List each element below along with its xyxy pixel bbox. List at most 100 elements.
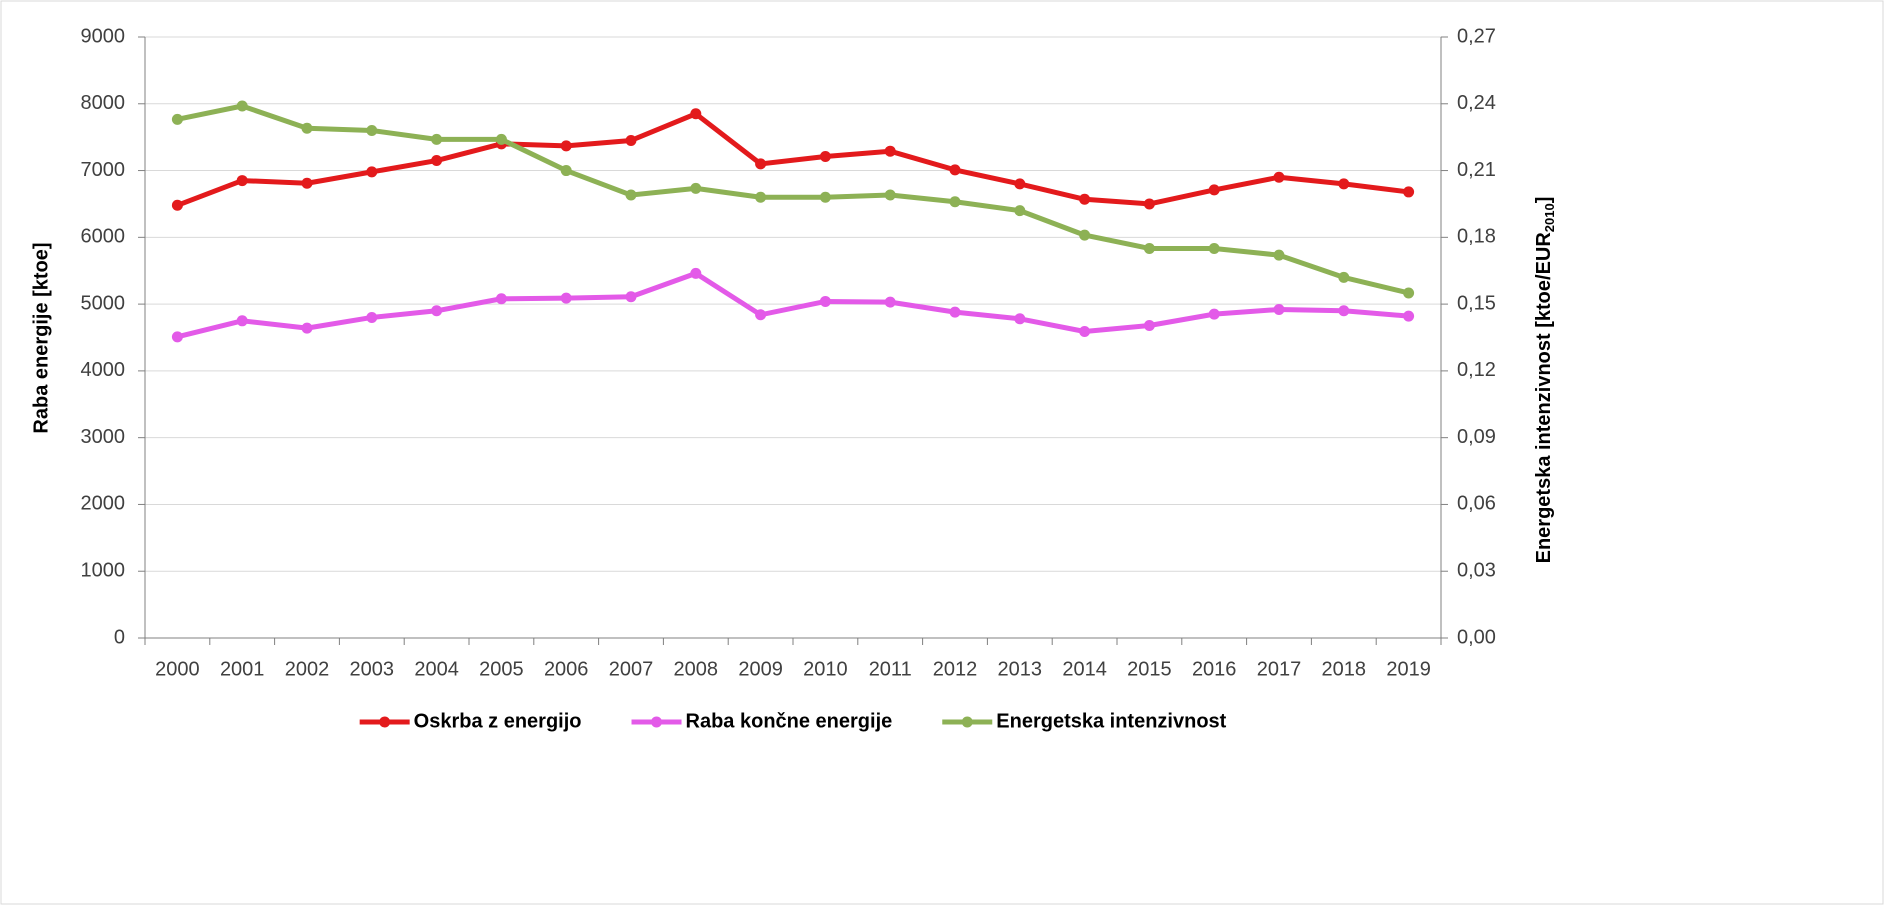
data-point — [884, 296, 896, 308]
data-point — [949, 306, 961, 318]
data-point — [1208, 242, 1220, 254]
data-point — [1143, 242, 1155, 254]
data-point — [431, 155, 443, 167]
data-point — [625, 189, 637, 201]
data-point — [1079, 229, 1091, 241]
x-tick-label: 2001 — [220, 658, 265, 680]
y-tick-label: 7000 — [81, 159, 126, 181]
data-point — [301, 122, 313, 134]
data-point — [495, 133, 507, 145]
x-tick-label: 2009 — [738, 658, 783, 680]
data-point — [819, 151, 831, 163]
y2-tick-label: 0,03 — [1457, 560, 1496, 582]
data-point — [690, 267, 702, 279]
y2-tick-label: 0,27 — [1457, 25, 1496, 47]
x-tick-label: 2002 — [285, 658, 330, 680]
x-tick-label: 2003 — [350, 658, 395, 680]
data-point — [1273, 249, 1285, 261]
y-tick-label: 4000 — [81, 359, 126, 381]
series-line — [176, 103, 1410, 296]
x-tick-label: 2010 — [803, 658, 848, 680]
legend-marker — [961, 716, 973, 728]
y-tick-label: 5000 — [81, 292, 126, 314]
x-tick-label: 2005 — [479, 658, 524, 680]
data-point — [755, 191, 767, 203]
data-point — [1403, 287, 1415, 299]
data-point — [884, 145, 896, 157]
data-point — [1014, 313, 1026, 325]
x-tick-label: 2013 — [998, 658, 1043, 680]
legend: Oskrba z energijo Raba končne energije Ene… — [359, 710, 1227, 732]
y2-tick-label: 0,09 — [1457, 426, 1496, 448]
y-tick-label: 1000 — [81, 560, 126, 582]
legend-label: Energetska intenzivnost — [996, 710, 1226, 732]
legend-item: Raba končne energije — [631, 710, 892, 732]
data-point — [1273, 171, 1285, 183]
x-tick-label: 2014 — [1062, 658, 1107, 680]
data-point — [560, 165, 572, 177]
x-tick-label: 2006 — [544, 658, 589, 680]
data-point — [301, 177, 313, 189]
y2-label-end: ] — [1533, 197, 1555, 204]
y-tick-label: 3000 — [81, 426, 126, 448]
y-axis-label: Raba energije [ktoe] — [30, 242, 52, 433]
legend-item: Energetska intenzivnost — [942, 710, 1227, 732]
data-point — [1273, 303, 1285, 315]
data-point — [431, 133, 443, 145]
data-point — [1079, 193, 1091, 205]
y2-tick-label: 0,15 — [1457, 292, 1496, 314]
y2-tick-label: 0,21 — [1457, 159, 1496, 181]
data-point — [1079, 325, 1091, 337]
x-tick-label: 2019 — [1386, 658, 1431, 680]
data-point — [949, 164, 961, 176]
legend-marker — [379, 716, 391, 728]
data-point — [819, 191, 831, 203]
x-tick-label: 2011 — [869, 658, 912, 680]
x-tick-label: 2012 — [933, 658, 978, 680]
data-point — [171, 113, 183, 125]
data-point — [1208, 184, 1220, 196]
series-line — [176, 270, 1409, 340]
y2-tick-label: 0,12 — [1457, 359, 1496, 381]
y2-tick-label: 0,18 — [1457, 226, 1496, 248]
data-point — [1338, 178, 1350, 190]
data-point — [884, 189, 896, 201]
data-point — [690, 108, 702, 120]
data-point — [1208, 308, 1220, 320]
data-point — [1403, 310, 1415, 322]
x-tick-label: 2000 — [155, 658, 200, 680]
data-point — [1014, 178, 1026, 190]
y-tick-label: 0 — [114, 626, 125, 648]
data-point — [171, 199, 183, 211]
data-point — [431, 305, 443, 317]
data-point — [755, 158, 767, 170]
y-tick-label: 2000 — [81, 493, 126, 515]
data-point — [1014, 205, 1026, 217]
data-point — [171, 331, 183, 343]
series-line — [176, 111, 1409, 208]
y2-tick-label: 0,06 — [1457, 493, 1496, 515]
y-tick-label: 8000 — [81, 92, 126, 114]
y2-tick-label: 0,24 — [1457, 92, 1496, 114]
y-tick-label: 9000 — [81, 25, 126, 47]
data-point — [949, 196, 961, 208]
x-tick-label: 2007 — [609, 658, 654, 680]
data-point — [366, 166, 378, 178]
data-point — [560, 140, 572, 152]
data-point — [366, 311, 378, 323]
data-point — [301, 322, 313, 334]
data-point — [819, 295, 831, 307]
data-point — [690, 182, 702, 194]
data-point — [1403, 186, 1415, 198]
y2-axis-label: Energetska intenzivnost [ktoe/EUR2010] — [1533, 197, 1557, 564]
data-point — [1143, 198, 1155, 210]
legend-marker — [651, 716, 663, 728]
data-point — [625, 291, 637, 303]
x-tick-label: 2016 — [1192, 658, 1237, 680]
y2-label-text: Energetska intenzivnost [ktoe/EUR — [1533, 232, 1555, 564]
x-tick-label: 2015 — [1127, 658, 1172, 680]
data-point — [1143, 319, 1155, 331]
x-tick-label: 2018 — [1322, 658, 1367, 680]
